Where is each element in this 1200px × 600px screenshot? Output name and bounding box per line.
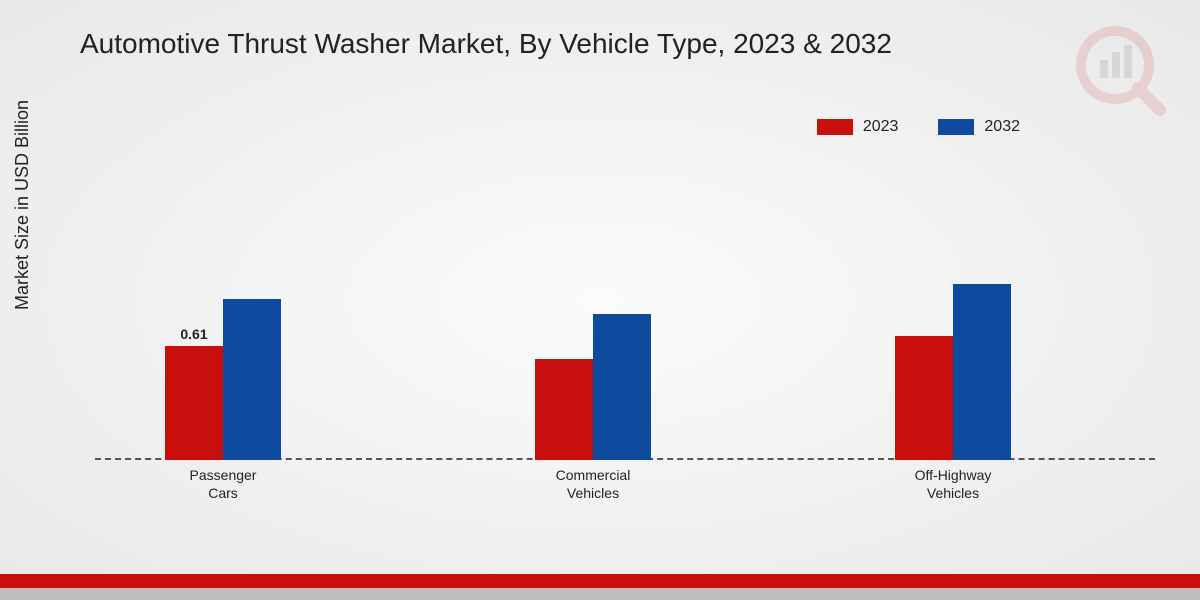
- footer-grey-bar: [0, 588, 1200, 600]
- category-label: CommercialVehicles: [503, 460, 683, 502]
- legend: 2023 2032: [817, 118, 1020, 136]
- chart-title: Automotive Thrust Washer Market, By Vehi…: [80, 28, 892, 60]
- legend-label-2023: 2023: [863, 118, 899, 136]
- bar-2032: [953, 284, 1011, 460]
- plot-area: 0.61PassengerCars CommercialVehicles Off-H…: [95, 160, 1155, 460]
- bar-2032: [223, 299, 281, 460]
- watermark-logo: [1070, 20, 1170, 120]
- bar-group: Off-HighwayVehicles: [895, 160, 1075, 460]
- bar-2023: [535, 359, 593, 460]
- bar-2023: [165, 346, 223, 460]
- category-label: PassengerCars: [133, 460, 313, 502]
- category-label: Off-HighwayVehicles: [863, 460, 1043, 502]
- legend-label-2032: 2032: [984, 118, 1020, 136]
- footer-red-bar: [0, 574, 1200, 588]
- legend-item-2023: 2023: [817, 118, 899, 136]
- legend-swatch-2032: [938, 119, 974, 135]
- bar-group: CommercialVehicles: [535, 160, 715, 460]
- y-axis-label: Market Size in USD Billion: [12, 100, 33, 310]
- legend-item-2032: 2032: [938, 118, 1020, 136]
- bar-2032: [593, 314, 651, 460]
- bar-group: 0.61PassengerCars: [165, 160, 345, 460]
- bar-value-label: 0.61: [165, 326, 223, 342]
- legend-swatch-2023: [817, 119, 853, 135]
- bar-2023: [895, 336, 953, 460]
